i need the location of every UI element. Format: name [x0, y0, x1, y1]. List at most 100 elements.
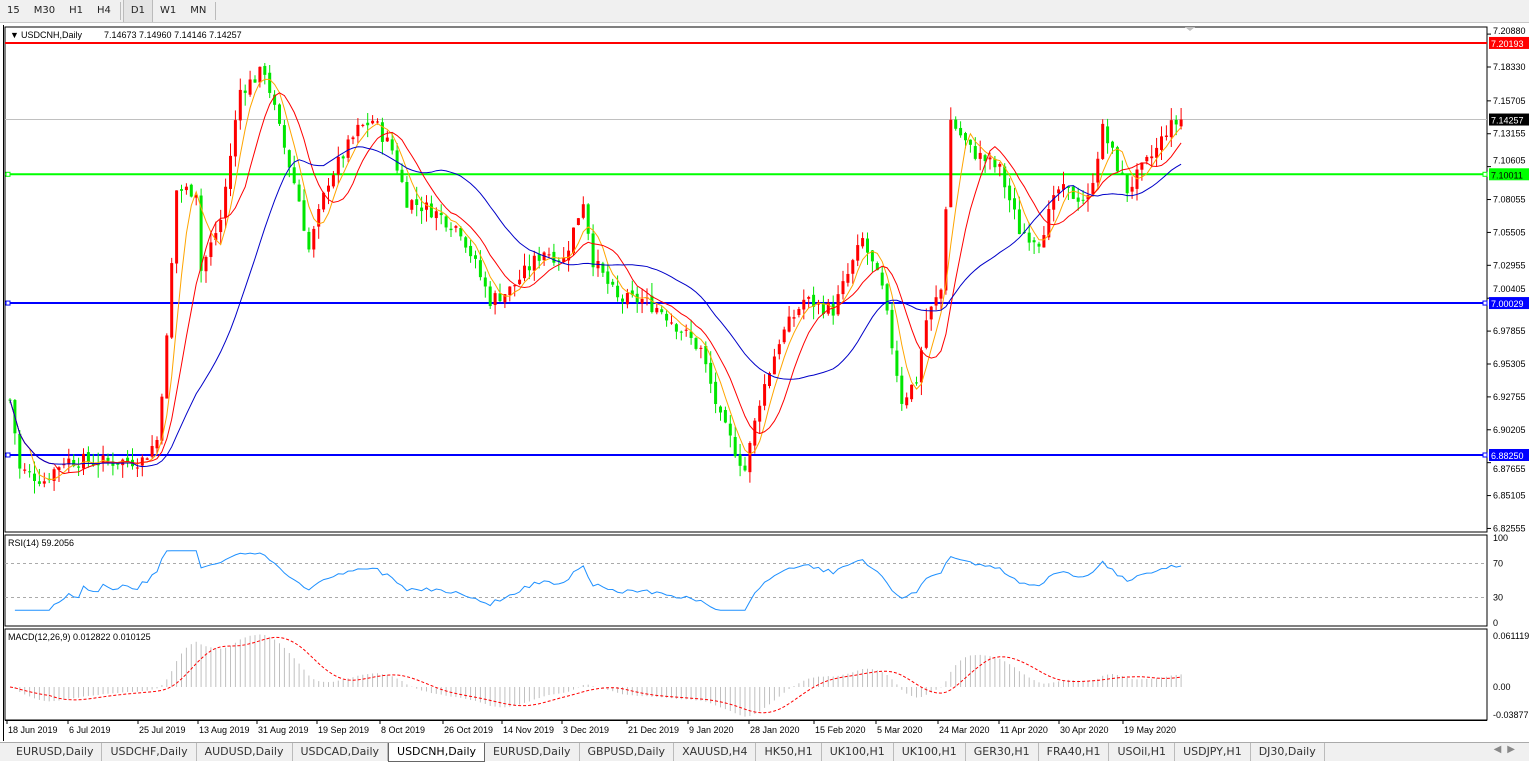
- candle-body: [1120, 172, 1124, 174]
- candle-body: [1140, 162, 1144, 170]
- shift-marker-icon[interactable]: [1185, 27, 1195, 31]
- candle-body: [140, 457, 144, 466]
- timeframe-d1[interactable]: D1: [122, 0, 153, 22]
- candle: [346, 135, 350, 163]
- chart-tab[interactable]: HK50,H1: [756, 743, 822, 761]
- candle-body: [204, 256, 208, 272]
- candle: [37, 468, 41, 487]
- candle-body: [738, 454, 742, 466]
- candle-body: [1174, 119, 1178, 125]
- candle: [753, 418, 757, 454]
- candle: [527, 254, 531, 280]
- candle-body: [586, 204, 590, 234]
- candle-body: [52, 469, 56, 481]
- chart-tab[interactable]: UK100,H1: [894, 743, 966, 761]
- timeframe-mn[interactable]: MN: [190, 5, 207, 16]
- chart-tab[interactable]: XAUUSD,H4: [674, 743, 757, 761]
- candle-body: [591, 233, 595, 268]
- candle: [165, 333, 169, 399]
- candle-body: [77, 466, 81, 468]
- candle-body: [885, 284, 889, 311]
- candle-body: [929, 306, 933, 320]
- candle: [655, 303, 659, 315]
- candle: [1091, 173, 1095, 197]
- chart-canvas[interactable]: 7.20880 7.18330 7.15705 7.13155 7.10605 7.080…: [4, 25, 1529, 741]
- macd-signal-line: [9, 636, 1182, 714]
- candle: [91, 453, 95, 467]
- candle: [1115, 145, 1119, 173]
- candle-body: [106, 457, 110, 461]
- candle: [194, 194, 198, 206]
- tab-scroll-arrows[interactable]: ◀▶: [1493, 744, 1521, 755]
- candle: [777, 339, 781, 360]
- candle: [870, 249, 874, 273]
- candle: [57, 466, 61, 482]
- line-handle[interactable]: [1482, 171, 1488, 177]
- candle-body: [1179, 119, 1183, 127]
- candle-body: [483, 277, 487, 287]
- chart-tab[interactable]: USDCNH,Daily: [388, 743, 486, 762]
- candle: [748, 441, 752, 483]
- candle: [929, 305, 933, 331]
- timeframe-15[interactable]: 15: [7, 5, 20, 16]
- chart-tab[interactable]: EURUSD,Daily: [485, 743, 580, 761]
- candle: [611, 278, 615, 287]
- timeframe-h1[interactable]: H1: [69, 5, 83, 16]
- candle-body: [606, 271, 610, 284]
- candle: [116, 463, 120, 470]
- chart-tab[interactable]: FRA40,H1: [1039, 743, 1110, 761]
- chart-tab[interactable]: GBPUSD,Daily: [580, 743, 675, 761]
- line-handle[interactable]: [5, 300, 11, 306]
- current-price-tag-bg: [1489, 113, 1529, 126]
- candle-body: [199, 195, 203, 271]
- collapse-icon[interactable]: ▼: [10, 30, 19, 40]
- price-tick-label: 6.87655: [1493, 464, 1526, 474]
- candle-body: [258, 66, 262, 83]
- date-tick-label: 24 Mar 2020: [939, 725, 990, 735]
- timeframe-h4[interactable]: H4: [96, 5, 111, 16]
- candle-body: [983, 155, 987, 162]
- line-handle[interactable]: [1482, 452, 1488, 458]
- candle-body: [459, 227, 463, 237]
- candle-body: [478, 260, 482, 278]
- candle: [679, 330, 683, 341]
- candle: [1017, 196, 1021, 235]
- timeframe-m30[interactable]: M30: [33, 5, 56, 16]
- chart-tab[interactable]: USOil,H1: [1109, 743, 1176, 761]
- candle: [557, 257, 561, 271]
- candle: [341, 154, 345, 168]
- chart-tab[interactable]: UK100,H1: [822, 743, 894, 761]
- candle-body: [748, 443, 752, 473]
- chart-tab[interactable]: EURUSD,Daily: [8, 743, 103, 761]
- candle-body: [1091, 182, 1095, 194]
- price-tick-label: 7.10605: [1493, 155, 1526, 165]
- candle: [831, 295, 835, 325]
- candle-body: [968, 139, 972, 145]
- candle: [282, 119, 286, 155]
- chart-tab[interactable]: USDJPY,H1: [1175, 743, 1251, 761]
- candle: [312, 225, 316, 258]
- line-handle[interactable]: [1482, 300, 1488, 306]
- candle-body: [826, 302, 830, 314]
- chart-window[interactable]: 7.20880 7.18330 7.15705 7.13155 7.10605 7.080…: [3, 25, 1529, 741]
- chart-tab[interactable]: DJ30,Daily: [1251, 743, 1325, 761]
- candle-body: [18, 433, 22, 469]
- chart-tab[interactable]: AUDUSD,Daily: [197, 743, 293, 761]
- chart-tab[interactable]: USDCAD,Daily: [293, 743, 389, 761]
- candle-body: [189, 184, 193, 197]
- timeframe-w1[interactable]: W1: [159, 5, 177, 16]
- line-handle[interactable]: [5, 171, 11, 177]
- candle: [229, 143, 232, 197]
- candle-body: [292, 167, 296, 184]
- candle: [243, 84, 247, 106]
- candle-body: [351, 137, 355, 140]
- chart-tab[interactable]: USDCHF,Daily: [102, 743, 197, 761]
- chart-tab[interactable]: GER30,H1: [966, 743, 1039, 761]
- price-tick-label: 7.18330: [1493, 62, 1526, 72]
- candle-body: [1027, 232, 1031, 243]
- candle: [733, 426, 737, 458]
- line-handle[interactable]: [5, 452, 11, 458]
- candle: [302, 189, 306, 232]
- candle-body: [1125, 174, 1129, 194]
- candle-body: [1037, 243, 1041, 247]
